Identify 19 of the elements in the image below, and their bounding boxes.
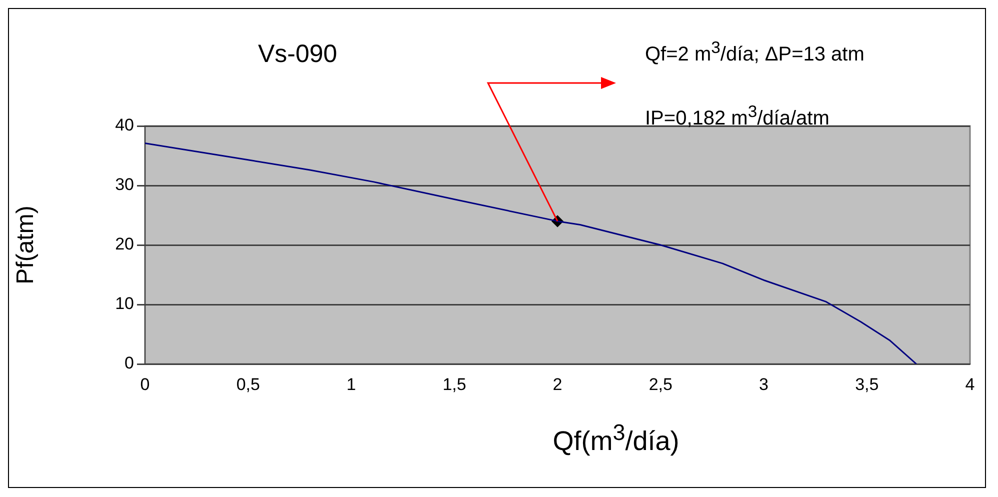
x-tick-label: 4	[965, 374, 975, 394]
x-tick-label: 0	[140, 374, 150, 394]
x-tick-label: 1	[346, 374, 356, 394]
x-axis-title: Qf(m$^{3}$/día)	[552, 420, 680, 456]
y-tick-label: 10	[115, 294, 134, 314]
y-tick-label: 40	[115, 116, 134, 135]
x-tick-label: 0,5	[236, 374, 260, 394]
x-tick-label: 3	[759, 374, 768, 394]
y-tick-label: 20	[115, 234, 134, 254]
x-tick-label: 2,5	[648, 374, 672, 394]
y-tick-label: 30	[115, 175, 134, 194]
x-tick-label: 2	[552, 374, 562, 394]
chart-title: Vs-090	[258, 40, 338, 69]
text: Qf=2 m$^{3}$/día; ΔP=13 atm	[645, 38, 864, 67]
y-tick-label: 0	[124, 354, 134, 373]
x-tick-label: 3,5	[855, 374, 879, 394]
x-tick-label: 1,5	[442, 374, 466, 394]
annotation: IP=0,182 m$^{3}$/día/atm	[645, 102, 830, 131]
y-axis-title: Pf(atm)	[12, 206, 40, 284]
